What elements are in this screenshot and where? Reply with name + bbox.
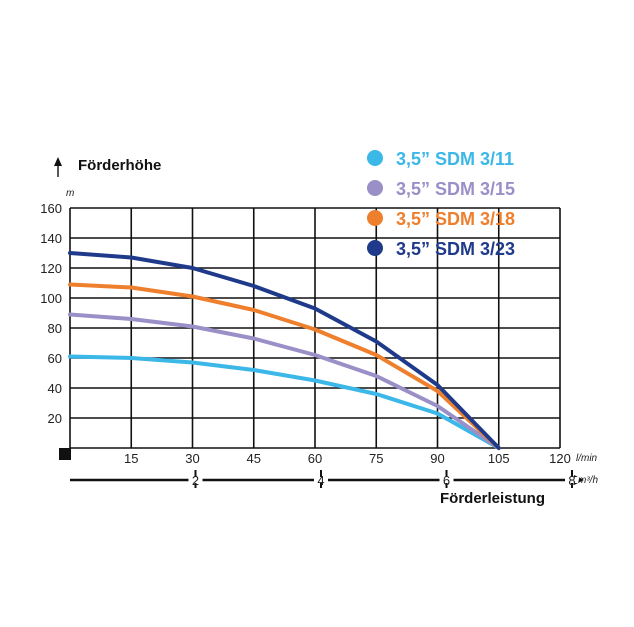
x2-tick-2: 2 xyxy=(192,473,199,488)
x-tick-75: 75 xyxy=(369,451,383,466)
x-unit-label: l/min xyxy=(576,453,598,464)
legend-label-3: 3,5” SDM 3/18 xyxy=(396,209,515,229)
x2-tick-gap-8 xyxy=(565,477,579,483)
series-line-1 xyxy=(68,354,501,450)
legend-marker-4 xyxy=(367,240,383,256)
x2-tick-6: 6 xyxy=(443,473,450,488)
x-tick-30: 30 xyxy=(185,451,199,466)
x2-tick-4: 4 xyxy=(317,473,324,488)
y-axis-title: Förderhöhe xyxy=(78,157,161,174)
y-tick-60: 60 xyxy=(48,351,62,366)
y-tick-140: 140 xyxy=(40,231,62,246)
x2-tick-8: 8 xyxy=(568,473,575,488)
x2-tick-gap-4 xyxy=(314,477,328,483)
y-tick-labels: 20 40 60 80 100 120 140 160 xyxy=(40,201,62,426)
chart-grid xyxy=(70,208,560,448)
legend-label-4: 3,5” SDM 3/23 xyxy=(396,239,515,259)
series-line-4 xyxy=(68,251,501,450)
x-tick-90: 90 xyxy=(430,451,444,466)
x-tick-120: 120 xyxy=(549,451,571,466)
y-tick-80: 80 xyxy=(48,321,62,336)
x2-unit-label: m³/h xyxy=(578,475,598,486)
secondary-x-axis: 2 4 6 8 xyxy=(70,470,584,488)
x-tick-labels: 15 30 45 60 75 90 105 120 xyxy=(124,451,571,466)
legend-label-1: 3,5” SDM 3/11 xyxy=(396,149,514,169)
plot-frame xyxy=(69,207,561,449)
series-layer xyxy=(68,251,501,450)
origin-marker xyxy=(59,448,71,460)
x2-tick-gap-6 xyxy=(439,477,454,483)
x-tick-15: 15 xyxy=(124,451,138,466)
x-tick-45: 45 xyxy=(247,451,261,466)
x-tick-60: 60 xyxy=(308,451,322,466)
series-line-3 xyxy=(68,282,501,450)
y-tick-100: 100 xyxy=(40,291,62,306)
legend-marker-1 xyxy=(367,150,383,166)
y-axis-arrow xyxy=(54,157,62,177)
series-line-2 xyxy=(68,312,501,450)
legend-marker-3 xyxy=(367,210,383,226)
x-tick-105: 105 xyxy=(488,451,510,466)
x-axis-title: Förderleistung xyxy=(440,490,545,507)
x2-tick-gap-2 xyxy=(188,477,203,483)
legend-label-2: 3,5” SDM 3/15 xyxy=(396,179,515,199)
y-tick-20: 20 xyxy=(48,411,62,426)
legend-marker-2 xyxy=(367,180,383,196)
y-tick-40: 40 xyxy=(48,381,62,396)
y-unit-label: m xyxy=(66,188,74,199)
y-tick-160: 160 xyxy=(40,201,62,216)
y-tick-120: 120 xyxy=(40,261,62,276)
legend: 3,5” SDM 3/11 3,5” SDM 3/15 3,5” SDM 3/18 3… xyxy=(367,149,515,259)
